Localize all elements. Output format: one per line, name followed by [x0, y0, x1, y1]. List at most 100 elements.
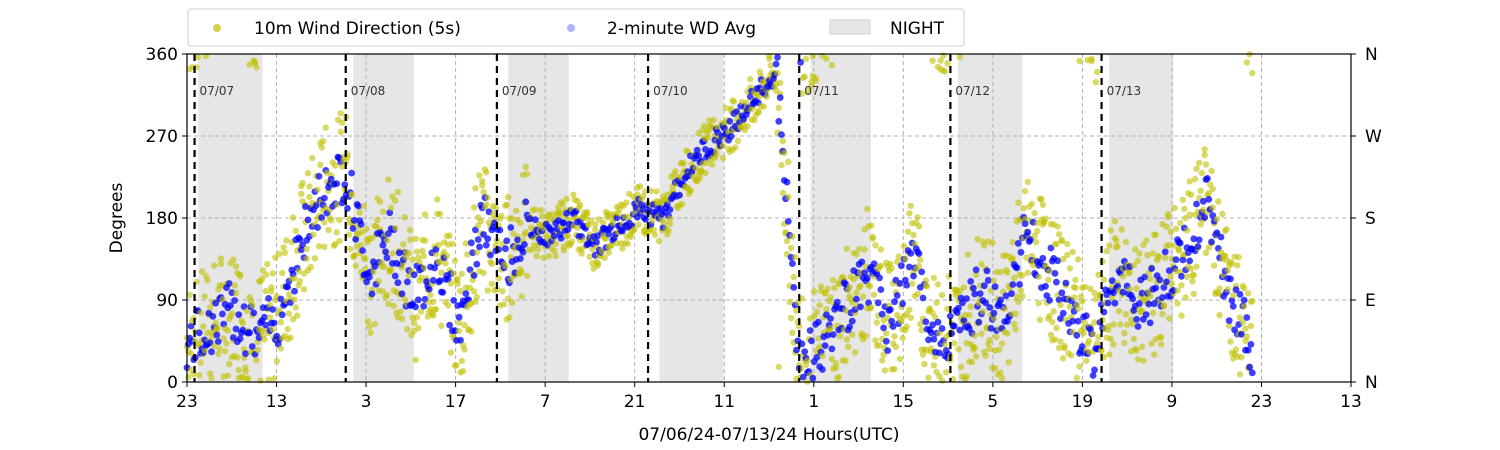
avg-point: [1194, 243, 1202, 250]
wind-point: [321, 243, 328, 250]
avg-point: [897, 262, 905, 270]
avg-point: [348, 169, 355, 177]
wind-point: [336, 237, 343, 245]
wind-point: [283, 237, 290, 244]
avg-point: [946, 312, 954, 320]
wind-point: [730, 98, 738, 105]
wind-point: [960, 284, 968, 291]
wind-point: [254, 346, 261, 354]
avg-point: [412, 303, 419, 311]
avg-point: [927, 329, 935, 337]
avg-point: [299, 241, 306, 249]
avg-point: [410, 271, 418, 279]
wind-point: [1162, 254, 1169, 262]
wind-point: [432, 305, 440, 313]
wind-point: [230, 256, 237, 263]
y-axis: 0 90 180 270 360: [146, 45, 187, 393]
wind-point: [941, 68, 948, 75]
wind-point: [811, 288, 818, 295]
wind-point: [872, 242, 879, 249]
avg-point: [896, 280, 904, 287]
wind-point: [1114, 243, 1121, 250]
avg-point: [858, 258, 866, 266]
wind-point: [314, 186, 321, 193]
wind-point: [1134, 356, 1142, 363]
wind-point: [574, 224, 581, 231]
wind-point: [679, 200, 686, 208]
avg-point: [1091, 366, 1098, 374]
wind-point: [910, 231, 917, 238]
wind-point: [213, 326, 221, 333]
wind-point: [1187, 265, 1195, 273]
avg-point: [1145, 300, 1153, 308]
wind-point: [336, 216, 343, 224]
wind-point: [794, 299, 802, 306]
avg-point: [775, 117, 783, 125]
wind-point: [1167, 273, 1174, 280]
wind-point: [1159, 310, 1166, 318]
avg-point: [1161, 248, 1169, 256]
avg-point: [1089, 372, 1097, 379]
wind-point: [1172, 225, 1180, 233]
avg-point: [936, 349, 943, 357]
data-points: [183, 51, 1256, 385]
wind-point: [383, 291, 391, 299]
avg-point: [801, 348, 809, 355]
avg-point: [531, 216, 539, 224]
wind-point: [1187, 191, 1195, 198]
avg-point: [1186, 257, 1194, 265]
wind-point: [1079, 298, 1086, 305]
wind-point: [522, 163, 529, 171]
avg-point: [987, 325, 995, 332]
avg-point: [1014, 240, 1022, 247]
avg-point: [727, 132, 735, 140]
wind-point: [1193, 165, 1200, 172]
wind-point: [647, 187, 655, 195]
wind-point: [413, 248, 421, 255]
avg-point: [395, 249, 403, 257]
avg-point: [906, 263, 913, 271]
wind-point: [917, 320, 924, 328]
wind-point: [1064, 251, 1071, 259]
wind-point: [328, 217, 335, 224]
wind-point: [196, 372, 203, 379]
wind-point: [443, 252, 451, 260]
wind-point: [455, 327, 463, 335]
wind-point: [1028, 200, 1036, 208]
wind-point: [755, 108, 762, 115]
avg-point: [813, 354, 821, 361]
wind-point: [989, 239, 996, 246]
wind-point: [1012, 326, 1019, 333]
wind-point: [1183, 273, 1191, 280]
wind-point: [766, 55, 773, 62]
wind-point: [883, 330, 890, 337]
avg-point: [893, 292, 901, 299]
avg-point: [248, 343, 256, 350]
wind-point: [332, 162, 339, 169]
day-separators: [193, 54, 1103, 382]
wind-point: [534, 246, 542, 253]
avg-point: [846, 323, 853, 331]
wind-point: [1147, 275, 1154, 283]
wind-point: [1186, 178, 1193, 185]
wind-point: [1106, 351, 1113, 358]
wind-point: [1175, 246, 1183, 253]
wind-point: [869, 233, 876, 240]
wind-point: [900, 243, 908, 250]
wind-point: [1031, 209, 1038, 217]
wind-point: [1201, 151, 1208, 159]
avg-point: [814, 318, 822, 326]
wind-point: [545, 252, 553, 260]
wind-point: [1113, 237, 1120, 244]
wind-point: [420, 264, 427, 271]
wind-point: [743, 99, 750, 107]
avg-point: [333, 180, 341, 188]
wind-point: [239, 320, 246, 327]
wind-point: [1243, 333, 1251, 340]
avg-point: [278, 311, 286, 319]
avg-point: [1152, 284, 1160, 292]
avg-point: [232, 325, 240, 333]
wind-point: [990, 315, 997, 322]
avg-point: [526, 215, 534, 223]
avg-point: [1229, 302, 1237, 310]
